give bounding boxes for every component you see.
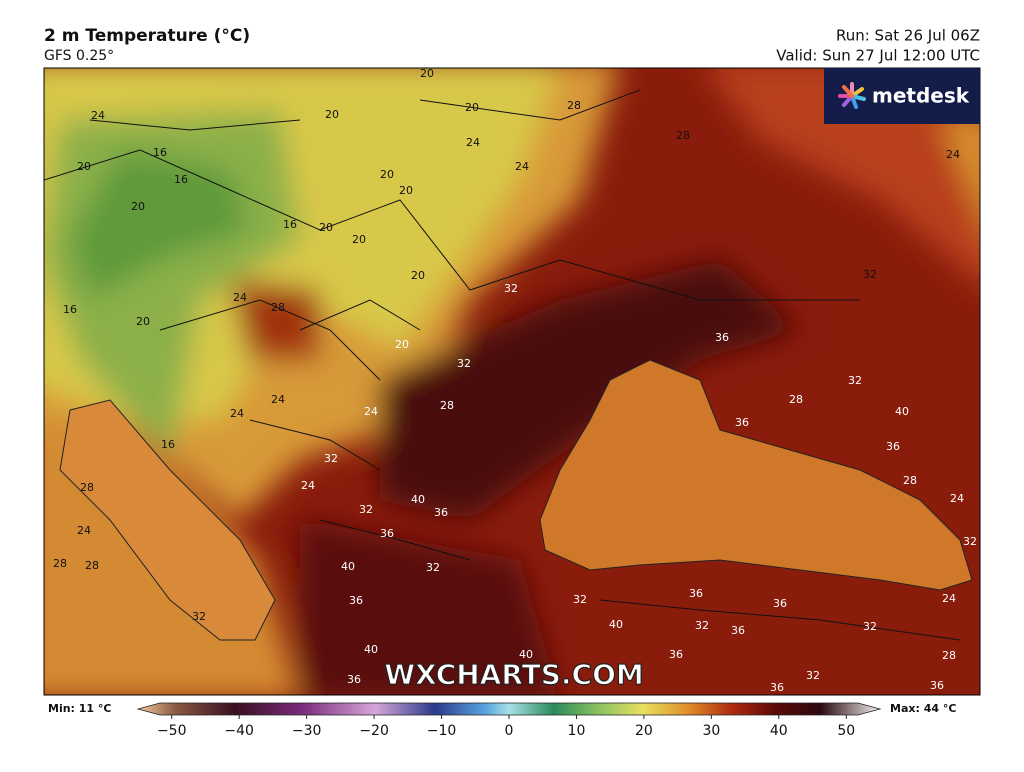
colorbar-tick-label: 20: [635, 723, 653, 739]
contour-label: 32: [504, 282, 518, 295]
contour-label: 24: [271, 393, 285, 406]
contour-label: 16: [63, 303, 77, 316]
subtitle: GFS 0.25°: [44, 48, 114, 64]
contour-label: 32: [324, 452, 338, 465]
contour-label: 20: [319, 221, 333, 234]
contour-label: 24: [946, 148, 960, 161]
colorbar-max: Max: 44 °C: [890, 702, 956, 715]
contour-label: 20: [352, 233, 366, 246]
contour-label: 24: [230, 407, 244, 420]
contour-label: 20: [395, 338, 409, 351]
colorbar-tick-label: −10: [427, 723, 457, 739]
contour-label: 28: [567, 99, 581, 112]
contour-label: 32: [426, 561, 440, 574]
contour-label: 16: [283, 218, 297, 231]
contour-label: 28: [85, 559, 99, 572]
contour-label: 24: [233, 291, 247, 304]
contour-label: 32: [192, 610, 206, 623]
contour-label: 36: [715, 331, 729, 344]
contour-label: 24: [942, 592, 956, 605]
contour-label: 24: [301, 479, 315, 492]
contour-label: 32: [863, 620, 877, 633]
contour-label: 28: [789, 393, 803, 406]
contour-label: 20: [399, 184, 413, 197]
colorbar-min: Min: 11 °C: [48, 702, 112, 715]
contour-label: 28: [53, 557, 67, 570]
title: 2 m Temperature (°C): [44, 26, 250, 46]
contour-label: 20: [465, 101, 479, 114]
contour-label: 28: [271, 301, 285, 314]
contour-label: 40: [609, 618, 623, 631]
logo-icon: [838, 82, 866, 109]
contour-label: 36: [689, 587, 703, 600]
contour-label: 36: [735, 416, 749, 429]
colorbar: [136, 702, 882, 716]
colorbar-tick-label: 30: [702, 723, 720, 739]
contour-label: 32: [457, 357, 471, 370]
contour-label: 28: [676, 129, 690, 142]
contour-label: 28: [942, 649, 956, 662]
contour-label: 32: [863, 268, 877, 281]
contour-label: 40: [411, 493, 425, 506]
logo-text: metdesk: [872, 84, 970, 108]
map-frame: [43, 67, 981, 696]
contour-label: 20: [420, 67, 434, 80]
contour-label: 24: [950, 492, 964, 505]
contour-label: 20: [77, 160, 91, 173]
contour-label: 32: [359, 503, 373, 516]
colorbar-tick-label: 50: [837, 723, 855, 739]
contour-label: 20: [380, 168, 394, 181]
contour-label: 36: [930, 679, 944, 692]
contour-label: 28: [903, 474, 917, 487]
contour-label: 28: [440, 399, 454, 412]
contour-label: 16: [161, 438, 175, 451]
contour-label: 16: [153, 146, 167, 159]
valid-time: Valid: Sun 27 Jul 12:00 UTC: [776, 47, 980, 65]
contour-label: 32: [695, 619, 709, 632]
contour-label: 36: [773, 597, 787, 610]
colorbar-tick-label: 10: [568, 723, 586, 739]
contour-label: 24: [466, 136, 480, 149]
colorbar-tick-label: −20: [359, 723, 389, 739]
contour-label: 36: [669, 648, 683, 661]
contour-label: 36: [347, 673, 361, 686]
contour-label: 32: [806, 669, 820, 682]
watermark: WXCHARTS.COM: [384, 658, 644, 691]
colorbar-tick-label: 0: [505, 723, 514, 739]
run-time: Run: Sat 26 Jul 06Z: [836, 27, 980, 45]
colorbar-tick-label: −30: [292, 723, 322, 739]
contour-label: 40: [895, 405, 909, 418]
contour-label: 24: [515, 160, 529, 173]
contour-label: 32: [963, 535, 977, 548]
contour-label: 36: [886, 440, 900, 453]
contour-label: 36: [770, 681, 784, 694]
map-area: [44, 68, 980, 695]
contour-label: 36: [380, 527, 394, 540]
contour-label: 24: [91, 109, 105, 122]
colorbar-tick-label: −50: [157, 723, 187, 739]
colorbar-tick-label: 40: [770, 723, 788, 739]
contour-label: 20: [136, 315, 150, 328]
contour-label: 32: [573, 593, 587, 606]
contour-label: 40: [364, 643, 378, 656]
contour-label: 20: [131, 200, 145, 213]
contour-label: 16: [174, 173, 188, 186]
contour-label: 36: [349, 594, 363, 607]
contour-label: 20: [325, 108, 339, 121]
colorbar-tick-label: −40: [224, 723, 254, 739]
contour-label: 36: [731, 624, 745, 637]
contour-label: 36: [434, 506, 448, 519]
contour-label: 28: [80, 481, 94, 494]
contour-label: 24: [364, 405, 378, 418]
contour-label: 20: [411, 269, 425, 282]
contour-label: 32: [848, 374, 862, 387]
contour-label: 40: [341, 560, 355, 573]
contour-label: 24: [77, 524, 91, 537]
contour-label: 40: [519, 648, 533, 661]
